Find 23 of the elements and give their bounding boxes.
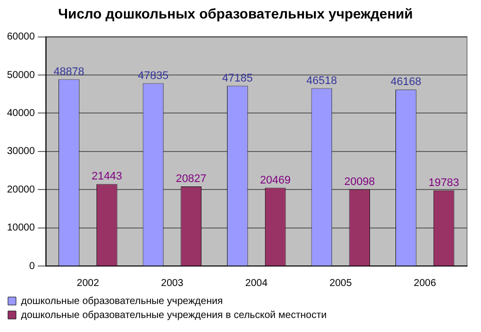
data-label: 20469: [260, 174, 291, 186]
chart-title: Число дошкольных образовательных учреждений: [58, 5, 413, 22]
data-label: 21443: [92, 170, 122, 183]
y-tick-label: 60000: [6, 32, 36, 43]
x-tick-label: 2003: [161, 278, 184, 289]
y-tick-label: 10000: [6, 222, 36, 234]
data-label: 20098: [344, 176, 375, 188]
data-label: 47185: [222, 72, 253, 84]
y-tick-label: 0: [29, 260, 36, 272]
x-tick-label: 2006: [414, 278, 436, 289]
x-tick-label: 2002: [76, 278, 100, 289]
y-tick-label: 20000: [6, 184, 36, 196]
y-tick-label: 30000: [6, 146, 36, 158]
x-tick-label: 2005: [330, 278, 352, 289]
data-label: 19783: [428, 176, 460, 189]
data-label: 20827: [176, 172, 206, 185]
data-label: 46168: [390, 76, 422, 88]
legend-label: дошкольные образовательные учреждения в сельской местности: [21, 310, 327, 321]
data-label: 46518: [306, 74, 337, 87]
y-tick-label: 50000: [6, 70, 36, 81]
x-tick-label: 2004: [245, 278, 268, 289]
legend-label: дошкольные образовательные учреждения: [21, 296, 223, 307]
y-tick-label: 40000: [6, 108, 36, 119]
